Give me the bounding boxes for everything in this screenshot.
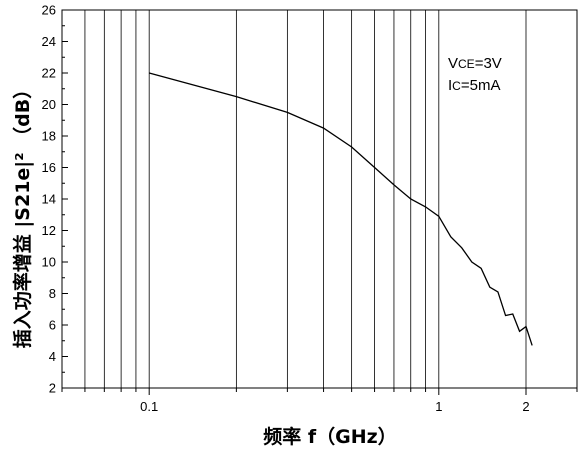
y-tick-label: 10 bbox=[42, 255, 56, 270]
annotation-vce-value: =3V bbox=[475, 55, 502, 72]
x-tick-label: 0.1 bbox=[140, 399, 158, 414]
annotation-ic: IC=5mA bbox=[448, 77, 500, 94]
y-tick-label: 6 bbox=[49, 318, 56, 333]
annotation-vce-sub: CE bbox=[458, 57, 475, 71]
x-tick-label: 2 bbox=[522, 399, 529, 414]
y-tick-label: 16 bbox=[42, 160, 56, 175]
annotation-ic-main: I bbox=[448, 77, 452, 94]
y-tick-label: 20 bbox=[42, 97, 56, 112]
gain-series-line bbox=[149, 72, 533, 346]
x-tick-label: 1 bbox=[435, 399, 442, 414]
axis-ticks bbox=[61, 9, 578, 395]
annotation-ic-sub: C bbox=[452, 79, 461, 93]
annotation-vce: VCE=3V bbox=[448, 55, 502, 72]
y-tick-label: 22 bbox=[42, 66, 56, 81]
y-tick-label: 24 bbox=[42, 34, 56, 49]
y-axis-title: 插入功率增益 |S21e|² （dB） bbox=[11, 80, 34, 349]
y-tick-label: 26 bbox=[42, 3, 56, 18]
annotation-vce-main: V bbox=[448, 55, 458, 72]
y-tick-label: 18 bbox=[42, 129, 56, 144]
annotation-ic-value: =5mA bbox=[461, 77, 501, 94]
y-tick-label: 4 bbox=[49, 349, 56, 364]
x-tick-labels: 0.1 1 2 bbox=[140, 399, 529, 414]
x-axis-title: 频率 f（GHz） bbox=[263, 425, 396, 448]
y-tick-label: 12 bbox=[42, 223, 56, 238]
y-tick-label: 2 bbox=[49, 381, 56, 396]
y-tick-label: 14 bbox=[42, 192, 56, 207]
y-tick-label: 8 bbox=[49, 286, 56, 301]
